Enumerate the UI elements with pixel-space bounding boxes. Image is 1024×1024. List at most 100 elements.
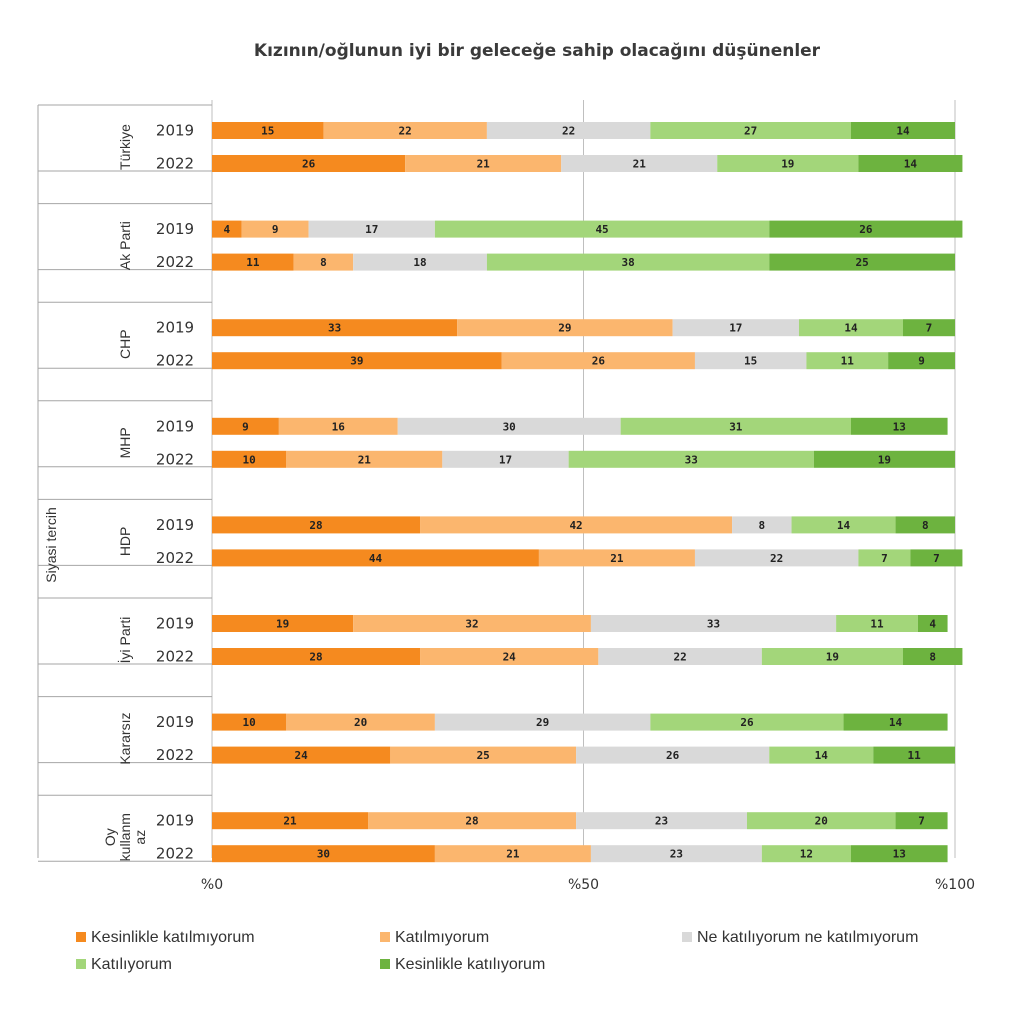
- bar-segment: [538, 549, 695, 567]
- data-label: 22: [673, 651, 686, 664]
- bar-segment: [798, 319, 903, 337]
- data-label: 14: [815, 749, 829, 762]
- legend-label: Kesinlikle katılıyorum: [395, 956, 545, 973]
- bar-segment: [212, 155, 406, 172]
- group-label: Türkiye: [117, 124, 133, 170]
- row-year-label: 2019: [156, 122, 194, 140]
- row-year-label: 2022: [156, 450, 194, 468]
- bars: [212, 122, 963, 863]
- legend: Kesinlikle katılmıyorum Katılmıyorum Ne ka…: [76, 929, 918, 973]
- data-label: 11: [841, 355, 855, 368]
- row-year-label: 2019: [156, 615, 194, 633]
- data-label: 8: [922, 519, 929, 532]
- legend-label: Ne katılıyorum ne katılmıyorum: [697, 929, 918, 946]
- bar-segment: [212, 220, 242, 238]
- bar-segment: [694, 549, 859, 567]
- bar-segment: [791, 516, 896, 534]
- bar-segment: [895, 516, 955, 534]
- bar-segment: [212, 417, 279, 435]
- data-label: 4: [224, 223, 231, 236]
- data-label: 7: [918, 815, 925, 828]
- bar-segment: [212, 615, 354, 632]
- legend-label: Katılıyorum: [91, 956, 172, 973]
- data-label: 26: [859, 223, 873, 236]
- data-label: 38: [621, 256, 634, 269]
- group-label: kullanm: [117, 813, 133, 861]
- row-year-label: 2022: [156, 155, 194, 173]
- bar-segment: [212, 516, 421, 534]
- bar-segment: [902, 319, 955, 337]
- data-label: 42: [569, 519, 582, 532]
- bar-segment: [434, 845, 591, 863]
- data-label: 33: [328, 322, 341, 335]
- bar-segment: [353, 615, 591, 632]
- data-label: 26: [592, 355, 606, 368]
- bar-segment: [917, 615, 948, 632]
- y-axis-title: Siyasi tercih: [43, 507, 59, 582]
- row-year-label: 2019: [156, 812, 194, 830]
- data-label: 26: [666, 749, 680, 762]
- bar-segment: [576, 812, 747, 830]
- bar-segment: [873, 746, 955, 764]
- data-label: 33: [685, 453, 698, 466]
- data-label: 21: [633, 158, 647, 171]
- row-year-label: 2022: [156, 549, 194, 567]
- data-label: 15: [744, 355, 757, 368]
- bar-segment: [761, 648, 903, 665]
- data-label: 18: [413, 256, 426, 269]
- data-label: 31: [729, 420, 743, 433]
- data-label: 45: [595, 223, 608, 236]
- bar-segment: [836, 615, 918, 632]
- bar-segment: [769, 253, 955, 271]
- bar-segment: [858, 549, 911, 567]
- data-label: 21: [358, 453, 372, 466]
- bar-segment: [590, 845, 762, 863]
- bar-segment: [434, 713, 651, 731]
- row-year-label: 2022: [156, 845, 194, 863]
- bar-segment: [405, 155, 562, 172]
- bar-segment: [212, 253, 294, 271]
- bar-segment: [368, 812, 577, 830]
- data-label: 21: [477, 158, 491, 171]
- bar-segment: [761, 845, 851, 863]
- data-label: 15: [261, 125, 274, 138]
- data-label: 25: [856, 256, 869, 269]
- bar-segment: [486, 253, 770, 271]
- x-tick-label: %0: [201, 877, 223, 893]
- group-label: HDP: [117, 527, 133, 557]
- bar-segment: [486, 122, 651, 139]
- data-label: 21: [283, 815, 297, 828]
- group-label: CHP: [117, 329, 133, 359]
- bar-segment: [212, 845, 435, 863]
- data-label: 24: [295, 749, 309, 762]
- data-label: 26: [740, 716, 754, 729]
- bar-segment: [902, 648, 963, 665]
- bar-segment: [390, 746, 577, 764]
- bar-segment: [293, 253, 354, 271]
- bar-segment: [397, 417, 621, 435]
- bar-segment: [672, 319, 799, 337]
- data-label: 23: [655, 815, 668, 828]
- data-label: 39: [350, 355, 363, 368]
- row-year-label: 2019: [156, 516, 194, 534]
- x-axis: %0 %50 %100: [201, 877, 975, 893]
- bar-segment: [769, 746, 874, 764]
- data-label: 29: [536, 716, 549, 729]
- data-label: 32: [465, 618, 478, 631]
- group-label: Ak Parti: [117, 221, 133, 270]
- bar-segment: [323, 122, 487, 139]
- bar-segment: [501, 352, 695, 370]
- data-label: 22: [562, 125, 575, 138]
- bar-segment: [442, 450, 569, 468]
- data-label: 24: [503, 651, 517, 664]
- bar-segment: [212, 812, 369, 830]
- legend-swatch: [380, 932, 390, 942]
- data-label: 12: [800, 848, 813, 861]
- bar-segment: [850, 845, 948, 863]
- row-year-label: 2019: [156, 713, 194, 731]
- bar-segment: [568, 450, 814, 468]
- bar-segment: [650, 713, 844, 731]
- bar-segment: [620, 417, 851, 435]
- legend-label: Katılmıyorum: [395, 929, 489, 946]
- group-label: MHP: [117, 427, 133, 458]
